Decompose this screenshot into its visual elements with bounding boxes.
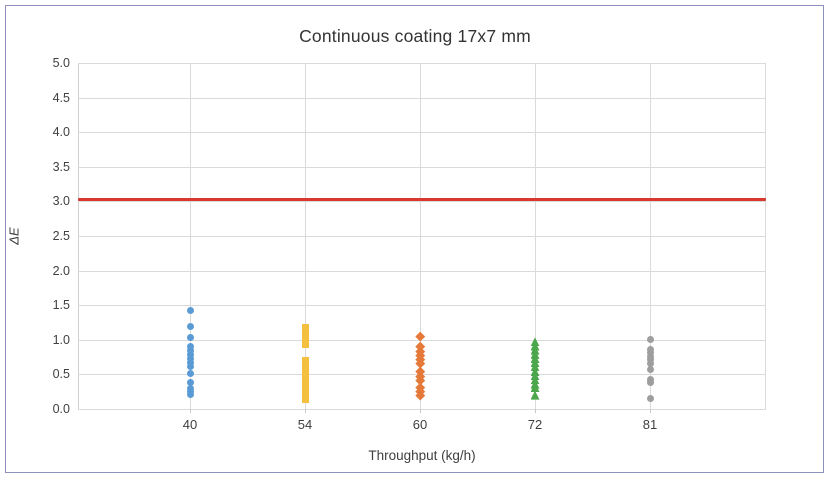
gridline-horizontal (78, 236, 766, 237)
gridline-horizontal (78, 63, 766, 64)
x-tick-label: 81 (642, 417, 658, 432)
gridline-vertical (190, 63, 191, 409)
y-tick-label: 1.5 (52, 298, 70, 313)
x-tick-mark (190, 409, 191, 413)
y-tick-label: 1.0 (52, 332, 70, 347)
gridline-horizontal (78, 409, 766, 410)
data-point-throughput-81 (646, 378, 654, 386)
gridline-horizontal (78, 339, 766, 341)
gridline-vertical (420, 63, 421, 409)
y-tick-label: 2.5 (52, 229, 70, 243)
data-point-throughput-54 (301, 329, 309, 337)
data-point-throughput-54 (301, 372, 309, 380)
y-tick-label: 4.5 (52, 90, 70, 105)
y-tick-label: 0.5 (52, 367, 70, 382)
x-tick-label: 72 (527, 417, 543, 432)
data-point-throughput-54 (301, 382, 309, 390)
plot-area (78, 63, 766, 413)
x-axis-title: Throughput (kg/h) (368, 448, 476, 463)
acceptance-limit-line (78, 197, 766, 201)
data-point-throughput-40 (186, 379, 194, 387)
gridline-horizontal (78, 132, 766, 134)
y-tick-label: 2.0 (52, 263, 70, 278)
data-point-throughput-40 (186, 306, 194, 314)
data-point-throughput-72 (530, 383, 540, 393)
chart-title: Continuous coating 17x7 mm (299, 26, 531, 46)
data-point-throughput-54 (301, 367, 309, 375)
x-tick-mark (420, 409, 421, 413)
gridline-vertical (650, 63, 651, 409)
data-point-throughput-54 (301, 387, 309, 395)
data-point-throughput-72 (530, 362, 540, 372)
data-point-throughput-81 (646, 359, 654, 367)
data-point-throughput-72 (530, 390, 540, 400)
data-point-throughput-40 (186, 323, 194, 331)
gridline-vertical (305, 63, 306, 409)
gridline-horizontal (78, 305, 766, 307)
data-point-throughput-40 (186, 350, 194, 358)
y-axis-title: ΔE (6, 227, 22, 245)
y-tick-label: 4.0 (52, 125, 70, 140)
data-point-throughput-54 (301, 323, 309, 331)
data-point-throughput-40 (186, 362, 194, 370)
x-tick-mark (535, 409, 536, 413)
data-point-throughput-81 (646, 336, 654, 344)
data-point-throughput-40 (186, 346, 194, 354)
x-tick-label: 54 (297, 417, 313, 432)
data-point-throughput-54 (301, 395, 309, 403)
data-point-throughput-81 (646, 395, 654, 403)
data-point-throughput-54 (301, 341, 309, 349)
x-tick-label: 40 (182, 417, 198, 432)
data-point-throughput-54 (301, 334, 309, 342)
data-point-throughput-40 (186, 334, 194, 342)
y-tick-label: 5.0 (52, 56, 70, 70)
gridline-horizontal (78, 201, 766, 203)
gridline-vertical (535, 63, 536, 409)
data-point-throughput-54 (301, 357, 309, 365)
y-tick-label: 3.5 (52, 159, 70, 174)
gridline-horizontal (78, 270, 766, 272)
gridline-horizontal (78, 97, 766, 99)
y-tick-label: 0.0 (52, 402, 70, 416)
x-tick-label: 60 (412, 417, 428, 432)
gridline-horizontal (78, 166, 766, 168)
y-tick-label: 3.0 (52, 194, 70, 209)
gridline-vertical-right-edge (765, 63, 766, 409)
data-point-throughput-40 (186, 390, 194, 398)
data-point-throughput-54 (301, 362, 309, 370)
data-point-throughput-54 (301, 377, 309, 385)
data-point-throughput-40 (186, 369, 194, 377)
x-tick-mark (650, 409, 651, 413)
data-point-throughput-40 (186, 354, 194, 362)
x-tick-mark (305, 409, 306, 413)
data-point-throughput-81 (646, 366, 654, 374)
